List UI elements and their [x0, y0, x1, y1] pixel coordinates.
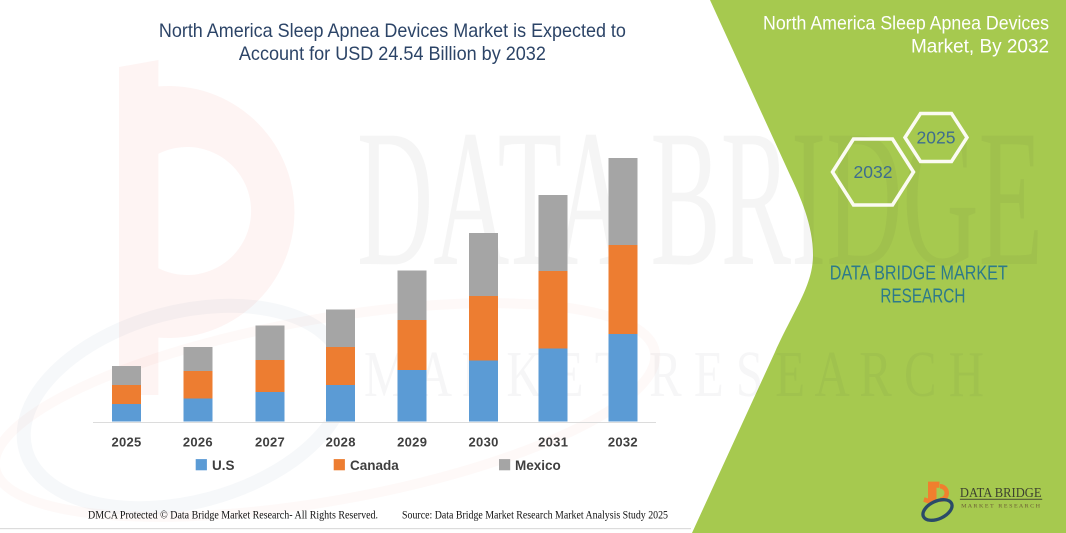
svg-text:Account for USD 24.54 Billion: Account for USD 24.54 Billion by 2032: [239, 43, 546, 65]
svg-text:DMCA Protected © Data Bridge M: DMCA Protected © Data Bridge Market Rese…: [88, 510, 378, 522]
svg-text:North America Sleep Apnea Devi: North America Sleep Apnea Devices Market…: [159, 20, 626, 42]
svg-text:Canada: Canada: [350, 458, 399, 473]
svg-text:M A R K E T R E S E A R C H: M A R K E T R E S E A R C H: [961, 503, 1040, 509]
svg-text:Market, By 2032: Market, By 2032: [911, 35, 1049, 57]
svg-text:2032: 2032: [608, 435, 638, 450]
svg-text:M A R K E T R E S E A R C H: M A R K E T R E S E A R C H: [364, 338, 984, 411]
svg-text:2027: 2027: [255, 435, 285, 450]
svg-text:Source: Data Bridge Market Res: Source: Data Bridge Market Research Mark…: [402, 510, 668, 522]
svg-text:North America Sleep Apnea Devi: North America Sleep Apnea Devices: [763, 13, 1049, 35]
svg-text:2028: 2028: [326, 435, 356, 450]
svg-text:DATA BRIDGE MARKET: DATA BRIDGE MARKET: [830, 263, 1008, 285]
svg-text:2026: 2026: [183, 435, 213, 450]
svg-text:2031: 2031: [538, 435, 568, 450]
svg-text:U.S: U.S: [212, 458, 235, 473]
svg-text:2032: 2032: [854, 162, 893, 182]
svg-text:2029: 2029: [397, 435, 427, 450]
svg-text:2030: 2030: [469, 435, 499, 450]
svg-text:Mexico: Mexico: [515, 458, 561, 473]
svg-text:DATA BRIDGE: DATA BRIDGE: [960, 485, 1042, 500]
svg-text:RESEARCH: RESEARCH: [880, 285, 965, 307]
svg-text:2025: 2025: [917, 128, 956, 148]
svg-text:2025: 2025: [111, 435, 141, 450]
